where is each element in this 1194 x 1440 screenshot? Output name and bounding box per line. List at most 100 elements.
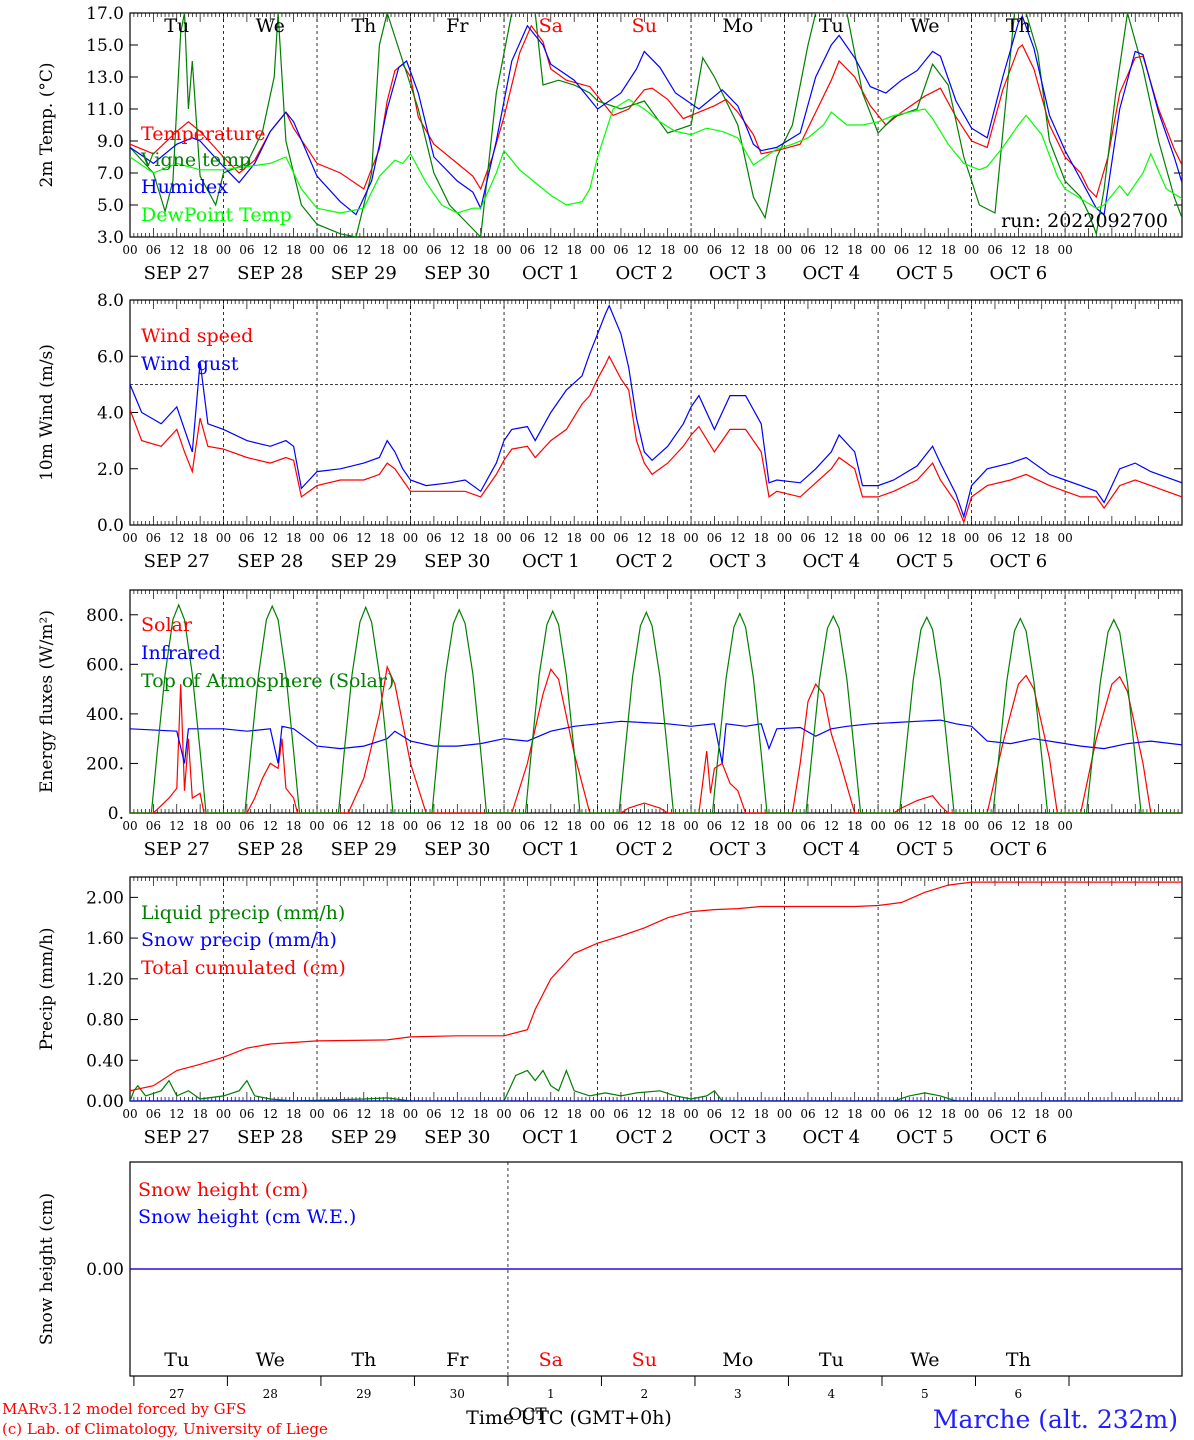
- y-tick-label: 9.0: [97, 132, 124, 152]
- hour-tick-label: 18: [1034, 1107, 1049, 1121]
- hour-tick-label: 00: [216, 1107, 231, 1121]
- y-axis-title: Precip (mm/h): [37, 927, 57, 1050]
- day-number: 3: [734, 1387, 742, 1401]
- day-number: 4: [828, 1387, 836, 1401]
- y-tick-label: 1.20: [86, 970, 124, 990]
- hour-tick-label: 06: [800, 243, 815, 257]
- y-tick-label: 11.0: [86, 100, 124, 120]
- hour-tick-label: 12: [824, 1107, 839, 1121]
- hour-tick-label: 06: [800, 819, 815, 833]
- date-label: SEP 27: [144, 839, 210, 860]
- hour-tick-label: 18: [941, 1107, 956, 1121]
- hour-tick-label: 06: [520, 1107, 535, 1121]
- panel-3: 00 06 12 18 00 06 12 18 00 06 12 18 00 06 12 18 00 06 12 18…: [37, 589, 1183, 860]
- hour-tick-label: 00: [964, 1107, 979, 1121]
- date-label: SEP 30: [424, 551, 490, 572]
- hour-tick-label: 06: [707, 531, 722, 545]
- hour-tick-label: 18: [941, 243, 956, 257]
- weekday-label: Tu: [819, 15, 844, 37]
- series-line: [130, 881, 1182, 1092]
- hour-tick-label: 12: [824, 819, 839, 833]
- hour-tick-label: 06: [239, 819, 254, 833]
- date-label: SEP 30: [424, 263, 490, 284]
- panel-2: 00 06 12 18 00 06 12 18 00 06 12 18 00 06 12 18 00 06 12 18…: [37, 291, 1183, 572]
- hour-tick-label: 06: [987, 1107, 1002, 1121]
- hour-tick-label: 00: [777, 1107, 792, 1121]
- hour-tick-label: 12: [450, 819, 465, 833]
- hour-tick-label: 18: [192, 531, 207, 545]
- hour-tick-label: 06: [894, 819, 909, 833]
- hour-tick-label: 06: [707, 819, 722, 833]
- hour-tick-label: 12: [824, 531, 839, 545]
- hour-tick-label: 12: [637, 1107, 652, 1121]
- hour-tick-label: 18: [380, 1107, 395, 1121]
- y-tick-label: 200.: [86, 754, 124, 774]
- hour-tick-label: 18: [473, 819, 488, 833]
- series-line: [130, 603, 1182, 813]
- legend-entry: Wind gust: [141, 353, 239, 375]
- y-tick-label: 15.0: [86, 36, 124, 56]
- hour-tick-label: 18: [380, 243, 395, 257]
- hour-tick-label: 00: [683, 819, 698, 833]
- hour-tick-label: 00: [964, 819, 979, 833]
- hour-tick-label: 00: [216, 243, 231, 257]
- hour-tick-label: 06: [146, 531, 161, 545]
- y-tick-label: 3.0: [97, 228, 124, 248]
- date-label: OCT 3: [709, 1127, 767, 1148]
- hour-tick-label: 18: [941, 819, 956, 833]
- hour-tick-label: 00: [683, 243, 698, 257]
- hour-tick-label: 18: [1034, 243, 1049, 257]
- station-label: Marche (alt. 232m): [933, 1405, 1178, 1434]
- hour-tick-label: 00: [1057, 531, 1072, 545]
- hour-tick-label: 06: [426, 531, 441, 545]
- hour-tick-label: 12: [543, 531, 558, 545]
- weekday-label: We: [256, 1349, 285, 1371]
- hour-tick-label: 18: [473, 243, 488, 257]
- hour-tick-label: 18: [286, 531, 301, 545]
- series-line: [130, 1068, 1182, 1101]
- date-label: SEP 29: [331, 1127, 397, 1148]
- panel-5: 0.00 Snow height (cm) Snow height (cm) Snow…: [37, 1161, 1183, 1377]
- series-line: [130, 98, 1182, 214]
- hour-tick-label: 06: [707, 1107, 722, 1121]
- hour-tick-label: 00: [496, 531, 511, 545]
- day-number: 28: [263, 1387, 278, 1401]
- hour-tick-label: 18: [660, 819, 675, 833]
- hour-tick-label: 00: [1057, 243, 1072, 257]
- y-tick-label: 800.: [86, 606, 124, 626]
- hour-tick-label: 00: [122, 1107, 137, 1121]
- hour-tick-label: 18: [192, 243, 207, 257]
- weekday-label: Th: [351, 1349, 376, 1371]
- hour-tick-label: 12: [1011, 243, 1026, 257]
- hour-tick-label: 00: [496, 243, 511, 257]
- date-label: OCT 1: [522, 1127, 580, 1148]
- date-label: OCT 2: [615, 1127, 673, 1148]
- date-label: OCT 5: [896, 1127, 954, 1148]
- day-number: 27: [169, 1387, 184, 1401]
- date-label: OCT 5: [896, 551, 954, 572]
- hour-tick-label: 12: [1011, 819, 1026, 833]
- hour-tick-label: 00: [870, 243, 885, 257]
- hour-tick-label: 18: [286, 243, 301, 257]
- hour-tick-label: 12: [637, 819, 652, 833]
- hour-tick-label: 12: [450, 1107, 465, 1121]
- legend-entry: Top of Atmosphere (Solar): [141, 670, 394, 692]
- hour-tick-label: 12: [169, 1107, 184, 1121]
- hour-tick-label: 12: [543, 819, 558, 833]
- date-label: SEP 28: [237, 551, 303, 572]
- hour-tick-label: 00: [683, 531, 698, 545]
- date-label: SEP 28: [237, 263, 303, 284]
- y-axis-title: Energy fluxes (W/m²): [37, 610, 57, 793]
- month-label: OCT: [508, 1405, 547, 1425]
- weekday-label: Tu: [819, 1349, 844, 1371]
- date-label: OCT 3: [709, 839, 767, 860]
- hour-tick-label: 12: [169, 243, 184, 257]
- hour-tick-label: 06: [894, 531, 909, 545]
- x-axis-title: Time UTC (GMT+0h): [466, 1407, 672, 1429]
- hour-tick-label: 00: [590, 819, 605, 833]
- weekday-label: We: [256, 15, 285, 37]
- hour-tick-label: 18: [473, 1107, 488, 1121]
- hour-tick-label: 00: [216, 531, 231, 545]
- plot-frame: [129, 589, 1183, 814]
